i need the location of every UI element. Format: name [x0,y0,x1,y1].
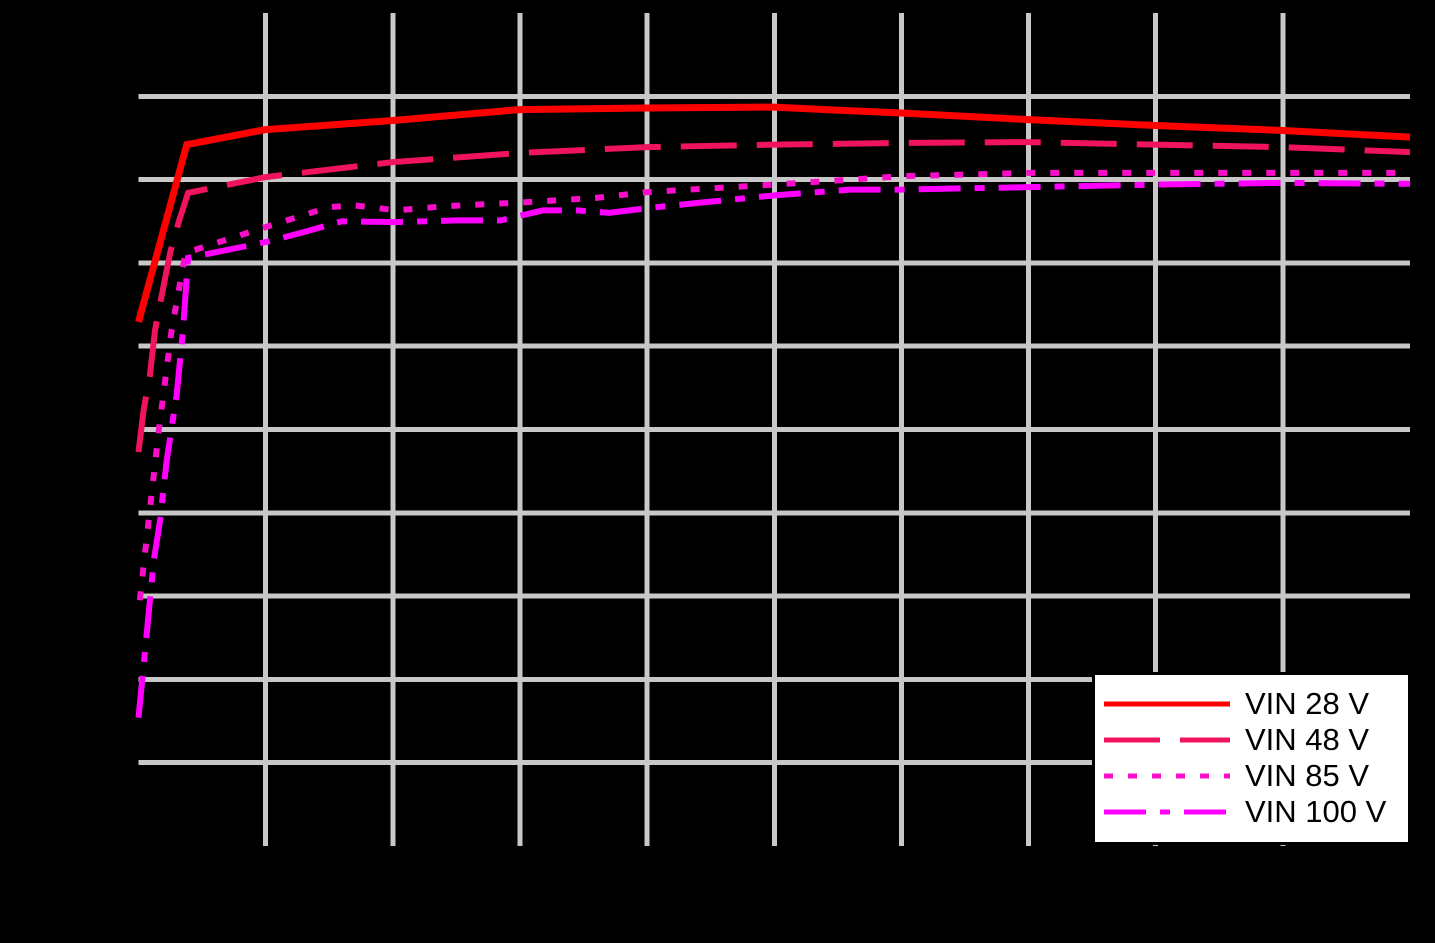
series-line-vin-85-v [136,169,1410,601]
legend-line-solid-icon [1104,701,1230,707]
gridlines [138,13,1410,846]
legend-item-vin-100: VIN 100 V [1101,794,1408,830]
chart-legend: VIN 28 V VIN 48 V VIN 85 V VIN 100 V [1092,672,1411,845]
legend-item-vin-48: VIN 48 V [1101,722,1408,758]
legend-label: VIN 85 V [1245,758,1370,793]
data-series [135,103,1411,718]
legend-item-vin-85: VIN 85 V [1101,758,1408,794]
series-line-vin-48-v [135,139,1411,453]
legend-label: VIN 28 V [1245,686,1370,721]
legend-line-dashdot-icon [1104,809,1230,815]
legend-label: VIN 48 V [1245,722,1370,757]
legend-line-dashed-icon [1104,737,1230,743]
legend-line-dotted-icon [1104,773,1230,779]
series-line-vin-100-v [135,179,1411,718]
legend-label: VIN 100 V [1245,794,1387,829]
legend-item-vin-28: VIN 28 V [1101,686,1408,722]
series-line-vin-28-v [135,103,1411,323]
